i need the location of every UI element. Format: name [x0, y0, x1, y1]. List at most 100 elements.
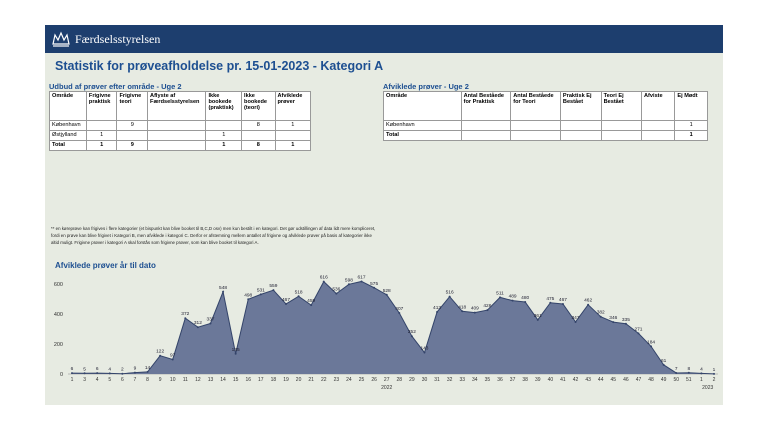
table-cell — [600, 130, 643, 141]
point — [335, 292, 338, 295]
point — [247, 298, 250, 301]
data-label: 489 — [509, 294, 517, 300]
data-label: 475 — [546, 296, 554, 302]
data-label: 409 — [471, 306, 479, 312]
x-tick-label: 50 — [673, 377, 679, 383]
point — [297, 295, 300, 298]
point — [234, 352, 237, 355]
point — [700, 372, 703, 375]
column-header: Afviklede prøver — [274, 91, 312, 121]
x-tick-label: 13 — [208, 377, 214, 383]
page-title: Statistik for prøveafholdelse pr. 15-01-… — [55, 59, 384, 73]
area-line — [71, 280, 715, 375]
x-tick-label: 5 — [108, 377, 111, 383]
table-cell — [640, 130, 676, 141]
data-label: 337 — [206, 316, 214, 322]
x-tick-label: 17 — [258, 377, 264, 383]
point — [347, 283, 350, 286]
x-tick-label: 24 — [346, 377, 352, 383]
data-label: 372 — [181, 311, 189, 317]
x-tick-label: 19 — [283, 377, 289, 383]
year-label: 2023 — [702, 385, 713, 391]
data-label: 312 — [194, 320, 202, 326]
x-tick-label: 39 — [535, 377, 541, 383]
point — [83, 372, 86, 375]
x-tick-label: 51 — [686, 377, 692, 383]
x-tick-label: 35 — [485, 377, 491, 383]
point — [524, 301, 527, 303]
point — [385, 293, 388, 296]
x-tick-label: 40 — [548, 377, 554, 383]
x-tick-label: 11 — [183, 377, 188, 383]
point — [222, 290, 225, 293]
point — [473, 311, 476, 314]
top-bar: Færdselsstyrelsen — [45, 25, 723, 53]
data-label: 407 — [395, 306, 403, 312]
data-label: 382 — [597, 310, 605, 316]
table: Område Frigivne praktisk Frigivne teori Afl… — [49, 91, 312, 151]
chart: Afviklede prøver år til dato 0 200 400 600 1… — [54, 261, 718, 391]
point — [322, 280, 325, 283]
data-label: 9 — [134, 366, 137, 372]
point — [624, 322, 627, 325]
point — [196, 326, 199, 329]
data-label: 347 — [572, 315, 580, 321]
data-label: 14 — [145, 365, 151, 371]
x-tick-label: 41 — [560, 377, 566, 383]
x-tick-label: 22 — [321, 377, 327, 383]
point — [486, 309, 489, 312]
point — [184, 317, 187, 320]
point — [650, 345, 653, 348]
data-label: 6 — [96, 366, 99, 372]
point — [461, 310, 464, 313]
x-tick-label: 28 — [397, 377, 403, 383]
table-cell: 1 — [674, 130, 708, 141]
area — [72, 281, 714, 374]
x-tick-label: 15 — [233, 377, 239, 383]
point — [133, 371, 136, 374]
data-label: 575 — [370, 281, 378, 287]
point — [259, 293, 262, 296]
data-label: 122 — [156, 349, 164, 355]
data-label: 135 — [232, 347, 240, 353]
column-header: Frigivne praktisk — [85, 91, 118, 121]
x-tick-label: 14 — [220, 377, 226, 383]
data-label: 4 — [700, 366, 703, 372]
point — [687, 371, 690, 374]
data-label: 617 — [358, 274, 366, 280]
data-label: 143 — [420, 346, 428, 352]
x-tick-label: 27 — [384, 377, 390, 383]
table-cell — [147, 140, 207, 151]
point — [285, 302, 287, 305]
table-cell: Total — [49, 140, 87, 151]
table-title: Udbud af prøver efter område - Uge 2 — [49, 82, 182, 91]
data-label: 184 — [647, 339, 655, 345]
table-cell: Total — [383, 130, 462, 141]
x-tick-label: 34 — [472, 377, 478, 383]
point — [436, 311, 439, 314]
data-label: 5 — [83, 366, 86, 372]
point — [713, 372, 715, 375]
point — [360, 280, 363, 283]
table-cell: 8 — [241, 140, 276, 151]
x-tick-label: 49 — [661, 377, 667, 383]
point — [96, 372, 99, 375]
brand: Færdselsstyrelsen — [75, 32, 161, 46]
point — [410, 335, 413, 338]
point — [209, 322, 212, 325]
data-label: 559 — [269, 283, 277, 289]
data-label: 511 — [496, 290, 504, 296]
point — [159, 354, 162, 357]
crown-logo — [52, 31, 70, 47]
data-label: 548 — [219, 285, 227, 291]
x-tick-label: 12 — [195, 377, 201, 383]
column-header: Ikke bookede (teori) — [241, 91, 276, 121]
x-tick-label: 36 — [497, 377, 503, 383]
column-header: Praktisk Ej Bestået — [559, 91, 602, 121]
point — [448, 295, 451, 298]
point — [574, 320, 577, 323]
table: Område Antal Beståede for Praktisk Antal B… — [383, 91, 708, 141]
point — [71, 372, 73, 375]
data-label: 8 — [687, 366, 690, 372]
data-label: 480 — [521, 295, 529, 301]
